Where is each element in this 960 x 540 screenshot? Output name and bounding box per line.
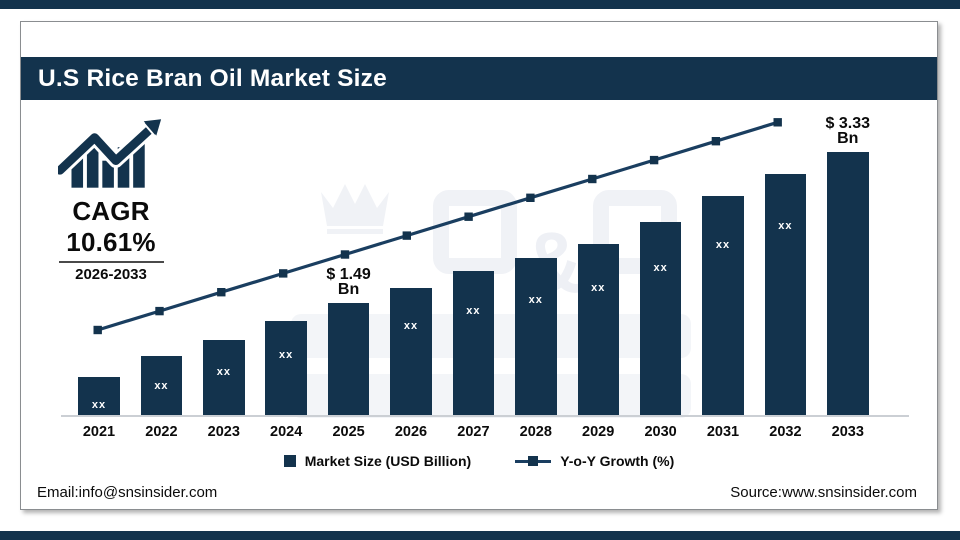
x-axis-label-2030: 2030 [644,424,677,440]
x-axis-label-2022: 2022 [145,424,178,440]
bar-value-placeholder: xx [216,366,231,378]
bar-value-placeholder: xx [528,294,543,306]
bar-2025 [327,303,370,415]
line-marker-2030 [649,155,659,165]
bar-2032: xx [764,174,807,415]
contact-email: Email:info@snsinsider.com [37,484,218,501]
watermark-square-left [433,190,517,274]
bar-value-placeholder: xx [91,399,107,411]
line-marker-2024 [279,269,288,278]
title-bar: U.S Rice Bran Oil Market Size [21,57,937,100]
chart-card: & U.S Rice Bran Oil Market Size [20,21,938,510]
bar-2021: xx [78,377,120,415]
bar-2024: xx [265,321,307,415]
bar-value-placeholder: xx [778,220,793,232]
line-marker-2025 [340,250,350,259]
cagr-value: CAGR 10.61% [66,196,156,257]
line-marker-2031 [711,137,721,146]
bar-series-swatch [283,455,296,467]
bar-2026: xx [390,288,432,415]
legend-item-market-size: Market Size (USD Billion) [283,453,472,469]
cagr-period: 2026-2033 [75,266,147,283]
bar-value-placeholder: xx [591,282,606,294]
bar-value-placeholder: xx [653,262,668,274]
bar-value-placeholder: xx [154,380,169,392]
bar-value-placeholder: xx [715,239,731,251]
x-axis-label-2027: 2027 [457,424,490,440]
page-title: U.S Rice Bran Oil Market Size [38,64,387,92]
x-axis-label-2025: 2025 [332,424,365,440]
watermark-crown-icon [317,174,393,239]
bar-2022: xx [140,356,183,415]
x-axis-line [61,415,909,417]
value-annotation-2025: $ 1.49 Bn [326,266,371,298]
line-marker-2022 [155,306,164,316]
chart-legend: Market Size (USD Billion) Y-o-Y Growth (… [21,453,937,469]
bar-value-placeholder: xx [279,349,294,361]
line-marker-2026 [402,231,411,240]
legend-label-market-size: Market Size (USD Billion) [304,453,472,469]
line-marker-2028 [526,193,535,202]
x-axis-label-2021: 2021 [82,424,116,440]
bar-value-placeholder: xx [403,320,419,332]
x-axis-label-2024: 2024 [270,424,303,440]
bar-2030: xx [639,222,682,415]
line-marker-2032 [773,118,782,127]
x-axis-label-2023: 2023 [207,424,240,440]
source-text: Source:www.snsinsider.com [730,484,917,501]
value-annotation-2033: $ 3.33 Bn [825,115,871,147]
x-axis-label-2029: 2029 [582,424,615,440]
line-marker-2021 [93,325,102,335]
x-axis-label-2028: 2028 [519,424,552,440]
legend-label-yoy-growth: Y-o-Y Growth (%) [560,453,675,469]
top-accent-strip [0,0,960,9]
line-marker-2029 [588,174,597,184]
bottom-accent-strip [0,531,960,540]
bar-2027: xx [452,271,495,415]
growth-chart-icon [58,119,162,188]
x-axis-label-2032: 2032 [769,424,802,440]
bar-2023: xx [203,340,245,415]
cagr-block: CAGR 10.61% 2026-2033 [31,118,191,283]
bar-2028: xx [515,258,557,415]
x-axis-label-2031: 2031 [706,424,740,440]
bar-2033 [827,152,869,415]
bar-2029: xx [577,244,619,415]
cagr-underline [58,261,164,263]
x-axis-label-2026: 2026 [394,424,428,440]
line-series-swatch [515,456,552,466]
x-axis-label-2033: 2033 [831,424,864,440]
line-marker-2023 [217,288,226,297]
bar-value-placeholder: xx [466,305,481,317]
line-marker-2027 [464,212,473,221]
bar-2031: xx [702,196,744,415]
legend-item-yoy-growth: Y-o-Y Growth (%) [515,453,674,469]
